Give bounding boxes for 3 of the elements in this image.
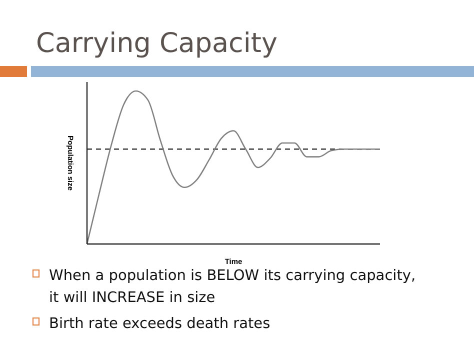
text: When a population is BELOW its carrying capacity, it will INCREASE in size bbox=[49, 268, 416, 306]
text: Birth rate exceeds death rates bbox=[49, 316, 270, 332]
chart-title: Carrying Capacity bbox=[36, 28, 278, 59]
